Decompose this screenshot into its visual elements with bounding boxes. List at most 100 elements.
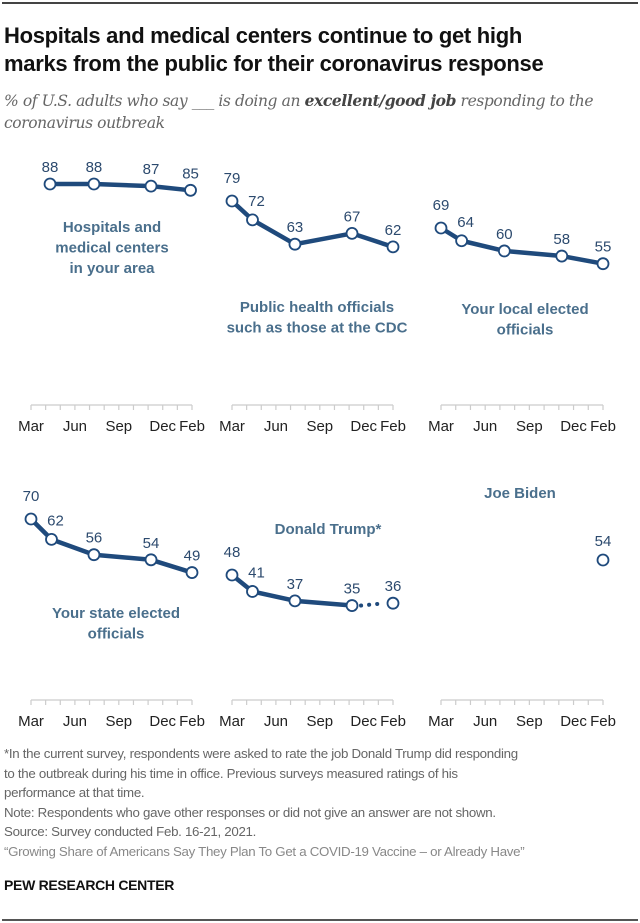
x-tick-label: Jun xyxy=(63,418,87,435)
series-label: Your state elected xyxy=(52,605,180,622)
note-text: Note: Respondents who gave other respons… xyxy=(4,804,496,820)
chart-title-line-1: Hospitals and medical centers continue t… xyxy=(4,23,522,48)
series-label: Hospitals and xyxy=(63,219,161,236)
data-label: 55 xyxy=(595,239,612,256)
x-tick-label: Feb xyxy=(380,713,406,730)
subtitle-bold: excellent/good job xyxy=(304,91,457,110)
x-tick-label: Mar xyxy=(428,418,454,435)
data-label: 79 xyxy=(224,170,241,187)
data-point xyxy=(87,177,101,191)
series-label: such as those at the CDC xyxy=(227,320,408,337)
series-label: medical centers xyxy=(55,240,168,257)
data-point xyxy=(345,226,359,240)
x-tick-label: Sep xyxy=(306,418,333,435)
data-label: 64 xyxy=(457,214,474,231)
data-label: 62 xyxy=(385,222,402,239)
data-point xyxy=(144,179,158,193)
data-label: 49 xyxy=(184,548,201,565)
x-tick-label: Sep xyxy=(516,713,543,730)
series-line xyxy=(229,572,355,608)
data-label: 35 xyxy=(344,581,361,598)
data-label: 87 xyxy=(143,161,160,178)
data-label: 70 xyxy=(23,488,40,505)
x-tick-label: Sep xyxy=(105,418,132,435)
x-tick-label: Mar xyxy=(219,418,245,435)
data-label: 67 xyxy=(344,208,361,225)
data-label: 88 xyxy=(86,159,103,176)
data-point xyxy=(225,194,239,208)
data-label: 63 xyxy=(287,219,304,236)
x-tick-label: Dec xyxy=(149,418,176,435)
data-point xyxy=(455,234,469,248)
series-line-dotted xyxy=(359,601,387,608)
top-rule xyxy=(2,2,638,4)
data-point xyxy=(497,244,511,258)
data-label: 41 xyxy=(248,564,265,581)
series-label: in your area xyxy=(69,260,155,277)
pew-logo-text: PEW RESEARCH CENTER xyxy=(4,877,175,893)
data-label: 69 xyxy=(433,197,450,214)
chart-notes: *In the current survey, respondents were… xyxy=(4,744,638,861)
chart-subtitle: % of U.S. adults who say ___ is doing an… xyxy=(4,90,634,134)
x-tick-label: Dec xyxy=(149,713,176,730)
data-label: 54 xyxy=(143,535,160,552)
data-label: 48 xyxy=(224,544,241,561)
x-tick-label: Jun xyxy=(264,713,288,730)
source-text: Source: Survey conducted Feb. 16-21, 202… xyxy=(4,824,257,839)
subtitle-post: responding to the coronavirus outbreak xyxy=(4,92,594,132)
x-tick-label: Dec xyxy=(350,418,377,435)
data-point xyxy=(596,553,610,567)
bottom-rule xyxy=(2,919,638,921)
series-line xyxy=(47,181,193,193)
report-title: “Growing Share of Americans Say They Pla… xyxy=(4,843,525,859)
series-label: officials xyxy=(88,626,145,643)
data-point xyxy=(144,553,158,567)
data-point xyxy=(43,177,57,191)
x-tick-label: Jun xyxy=(473,418,497,435)
data-label: 72 xyxy=(248,193,265,210)
data-point xyxy=(87,548,101,562)
data-point xyxy=(246,585,259,598)
data-point xyxy=(246,213,259,227)
data-point xyxy=(345,599,359,612)
data-label: 62 xyxy=(47,512,64,529)
data-point xyxy=(596,257,610,271)
x-tick-label: Sep xyxy=(105,713,132,730)
subtitle-pre: % of U.S. adults who say ___ is doing an xyxy=(4,92,305,110)
x-tick-label: Mar xyxy=(219,713,245,730)
x-tick-label: Dec xyxy=(560,713,587,730)
series-label: Public health officials xyxy=(240,299,394,316)
data-label: 54 xyxy=(595,533,612,550)
data-label: 58 xyxy=(553,231,570,248)
x-tick-label: Dec xyxy=(350,713,377,730)
x-tick-label: Mar xyxy=(18,418,44,435)
data-label: 85 xyxy=(182,165,199,182)
x-tick-label: Mar xyxy=(428,713,454,730)
x-tick-label: Jun xyxy=(63,713,87,730)
x-tick-label: Feb xyxy=(380,418,406,435)
data-point xyxy=(386,596,400,610)
data-point xyxy=(24,512,38,526)
x-tick-label: Feb xyxy=(590,713,616,730)
data-point xyxy=(288,237,302,251)
series-label: Joe Biden xyxy=(484,485,556,502)
data-label: 88 xyxy=(42,159,59,176)
data-point xyxy=(555,249,569,263)
data-label: 56 xyxy=(86,530,103,547)
data-point xyxy=(45,533,58,546)
data-point xyxy=(225,568,239,582)
chart-title: Hospitals and medical centers continue t… xyxy=(4,22,634,78)
x-tick-label: Jun xyxy=(264,418,288,435)
x-tick-label: Feb xyxy=(179,713,205,730)
data-point xyxy=(184,183,197,197)
data-label: 36 xyxy=(385,578,402,595)
x-tick-label: Feb xyxy=(179,418,205,435)
series-label: Your local elected xyxy=(461,301,588,318)
x-tick-label: Jun xyxy=(473,713,497,730)
series-label: officials xyxy=(497,322,554,339)
data-label: 60 xyxy=(496,226,513,243)
data-point xyxy=(386,240,400,254)
chart-title-line-2: marks from the public for their coronavi… xyxy=(4,51,544,76)
footnote-line-2: to the outbreak during his time in offic… xyxy=(4,765,458,781)
